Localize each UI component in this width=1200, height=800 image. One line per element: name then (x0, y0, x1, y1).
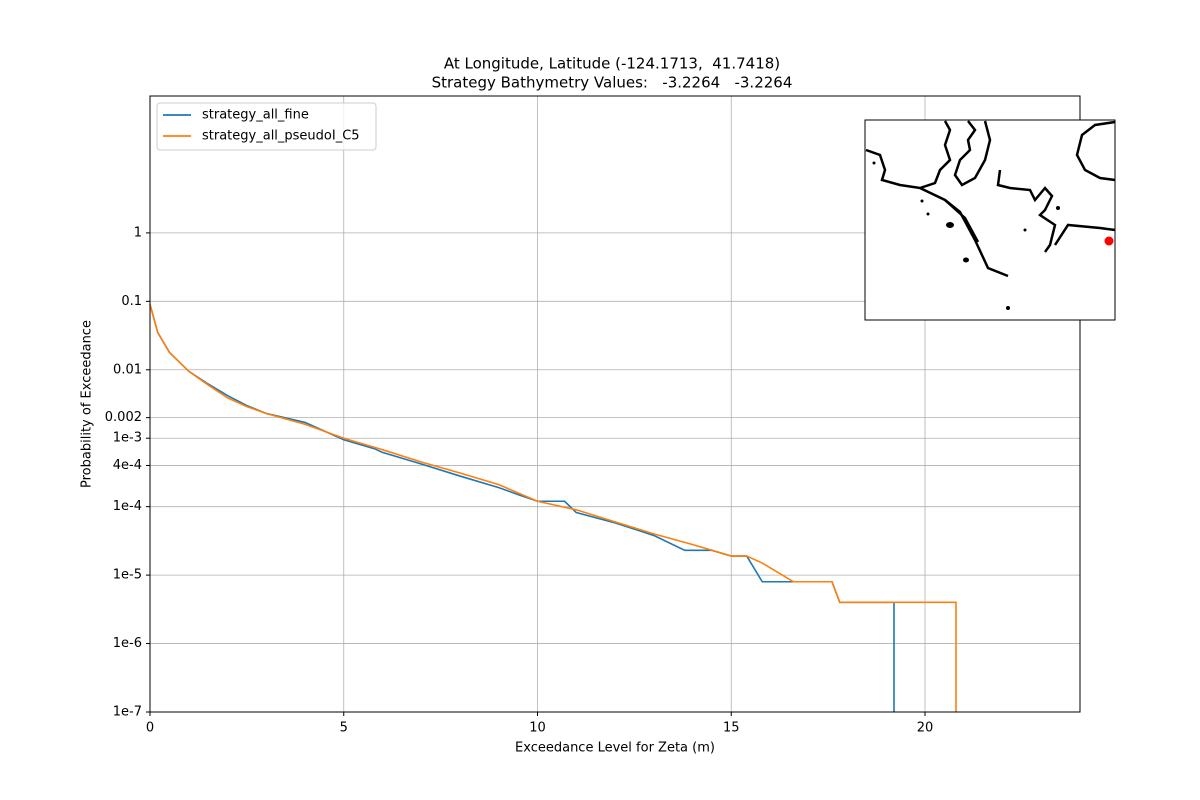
location-marker (1104, 236, 1114, 246)
y-tick-label: 4e-4 (113, 458, 142, 473)
x-tick-label: 0 (146, 721, 154, 736)
legend-box (156, 102, 377, 151)
axes-frame (149, 95, 1081, 713)
series-line (149, 304, 895, 712)
y-tick-label: 1e-3 (113, 431, 142, 446)
islands (872, 161, 1060, 310)
y-tick-label: 1e-7 (113, 705, 142, 720)
chart-title: At Longitude, Latitude (-124.1713, 41.74… (444, 55, 780, 73)
x-tick-label: 5 (340, 721, 348, 736)
y-tick-label: 1 (134, 225, 142, 240)
y-tick-label: 0.002 (105, 410, 142, 425)
y-axis-label: Probability of Exceedance (80, 320, 95, 488)
series-line (149, 304, 957, 712)
inset-map (864, 119, 1116, 321)
x-axis-label: Exceedance Level for Zeta (m) (515, 741, 715, 756)
chart-subtitle: Strategy Bathymetry Values: -3.2264 -3.2… (432, 74, 793, 92)
y-tick-label: 0.01 (113, 362, 142, 377)
coastline (865, 120, 1116, 278)
legend-label: strategy_all_pseudoI_C5 (202, 129, 360, 144)
y-tick-label: 1e-6 (113, 636, 142, 651)
y-tick-label: 1e-4 (113, 499, 142, 514)
legend-label: strategy_all_fine (202, 108, 309, 123)
x-tick-label: 15 (723, 721, 740, 736)
x-tick-label: 20 (917, 721, 934, 736)
y-tick-label: 0.1 (121, 294, 142, 309)
y-tick-label: 1e-5 (113, 568, 142, 583)
legend: strategy_all_fine strategy_all_pseudoI_C5 (156, 102, 377, 151)
inset-frame (864, 119, 1116, 321)
x-tick-label: 10 (529, 721, 546, 736)
